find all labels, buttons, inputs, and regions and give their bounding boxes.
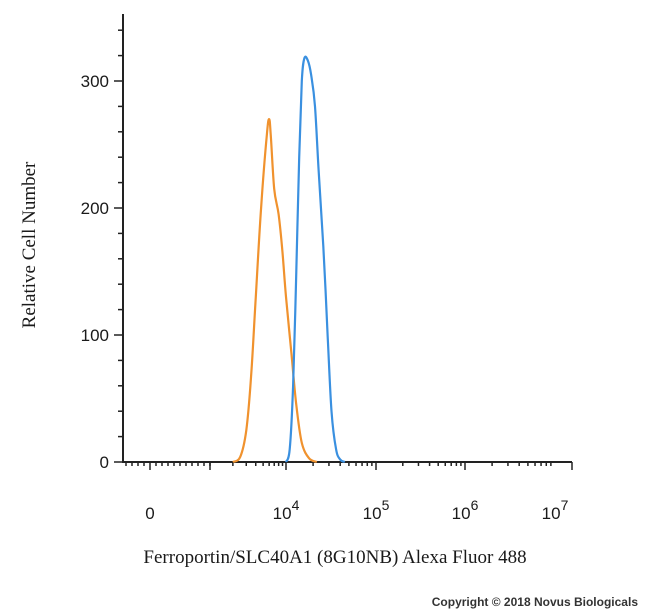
x-tick-label: 106 (452, 497, 479, 523)
y-axis-title: Relative Cell Number (19, 161, 40, 328)
series-layer (232, 55, 346, 464)
copyright-notice: Copyright © 2018 Novus Biologicals (432, 595, 639, 609)
x-axis-title: Ferroportin/SLC40A1 (8G10NB) Alexa Fluor… (143, 547, 526, 568)
x-tick-label: 107 (542, 497, 569, 523)
y-tick-label: 300 (81, 72, 109, 91)
y-tick-label: 200 (81, 199, 109, 218)
x-tick-label: 105 (363, 497, 390, 523)
y-axis-ticks: 0 100 200 300 (81, 29, 123, 472)
x-axis-ticks: 0 104 105 106 107 (125, 462, 573, 523)
series-1-line (232, 118, 318, 464)
y-tick-label: 0 (100, 453, 109, 472)
axes (122, 14, 572, 463)
x-tick-label: 104 (273, 497, 300, 523)
y-tick-label: 100 (81, 326, 109, 345)
series-2-line (284, 55, 346, 464)
x-tick-label: 0 (145, 504, 154, 523)
